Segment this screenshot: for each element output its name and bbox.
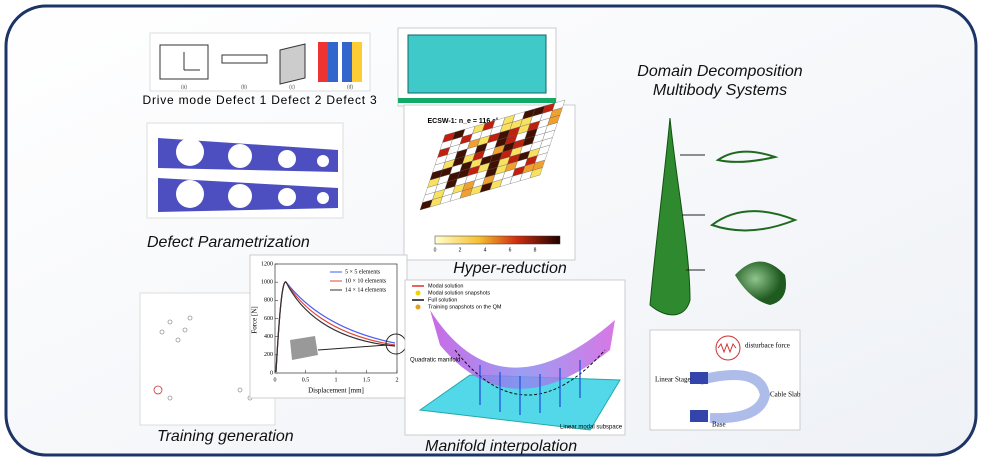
defect-figure xyxy=(147,123,343,218)
mesh-figure xyxy=(398,28,556,106)
colorbar-tick-label: 6 xyxy=(509,247,512,253)
legend-label: 10 × 10 elements xyxy=(345,278,387,284)
y-axis-label: Force [N] xyxy=(251,306,259,333)
y-tick-label: 1200 xyxy=(261,261,273,267)
caption: Manifold interpolation xyxy=(425,438,577,455)
caption: Drive mode Defect 1 Defect 2 Defect 3 xyxy=(142,93,377,107)
x-tick-label: 2 xyxy=(396,377,399,383)
colorbar-tick-label: 0 xyxy=(434,247,437,253)
caption: Hyper-reduction xyxy=(453,260,567,277)
heading: Multibody Systems xyxy=(653,82,787,99)
legend-label: Modal solution xyxy=(428,283,463,289)
colorbar-tick-label: 4 xyxy=(484,247,487,253)
slide: (a) (b) (c) (d) Drive mode Defect 1 Defect … xyxy=(0,0,982,461)
x-axis-label: Displacement [mm] xyxy=(308,387,364,395)
subfigure-label: (b) xyxy=(241,84,247,90)
annotation: Linear Stage xyxy=(655,376,691,384)
y-tick-label: 200 xyxy=(264,352,273,358)
legend-swatch xyxy=(416,305,421,310)
y-tick-label: 400 xyxy=(264,334,273,340)
legend-label: Training snapshots on the QM xyxy=(428,304,502,310)
subfigure-label: (c) xyxy=(289,84,295,90)
force-figure: Force [N] Displacement [mm] 0 200 400 600 80… xyxy=(250,255,407,398)
multibody-figure: disturbace force Linear Stage Cable Slab… xyxy=(650,330,801,430)
legend-label: 14 × 14 elements xyxy=(345,287,387,293)
annotation: Base xyxy=(712,421,726,429)
legend-label: 5 × 5 elements xyxy=(345,269,381,275)
legend-swatch xyxy=(416,291,421,296)
y-tick-label: 0 xyxy=(270,370,273,376)
annotation: Quadratic manifold xyxy=(410,358,460,364)
y-tick-label: 1000 xyxy=(261,280,273,286)
y-tick-label: 800 xyxy=(264,298,273,304)
annotation: disturbace force xyxy=(745,342,790,350)
x-tick-label: 1.5 xyxy=(363,377,371,383)
subfigure-label: (d) xyxy=(347,84,353,90)
drive-modes-figure: (a) (b) (c) (d) xyxy=(150,33,370,91)
caption: Training generation xyxy=(157,428,294,445)
legend-label: Modal solution snapshots xyxy=(428,290,490,296)
x-tick-label: 0 xyxy=(274,377,277,383)
x-tick-label: 1 xyxy=(335,377,338,383)
heading: Domain Decomposition xyxy=(637,63,803,80)
annotation: Cable Slab xyxy=(770,391,801,399)
colorbar-tick-label: 8 xyxy=(534,247,537,253)
annotation: Linear modal subspace xyxy=(560,425,623,431)
colorbar-tick-label: 2 xyxy=(459,247,462,253)
x-tick-label: 0.5 xyxy=(302,377,310,383)
y-tick-label: 600 xyxy=(264,316,273,322)
manifold-figure: Quadratic manifold Linear modal subspace… xyxy=(405,280,625,435)
caption: Defect Parametrization xyxy=(147,234,310,251)
subfigure-label: (a) xyxy=(181,84,187,90)
legend-label: Full solution xyxy=(428,297,457,303)
